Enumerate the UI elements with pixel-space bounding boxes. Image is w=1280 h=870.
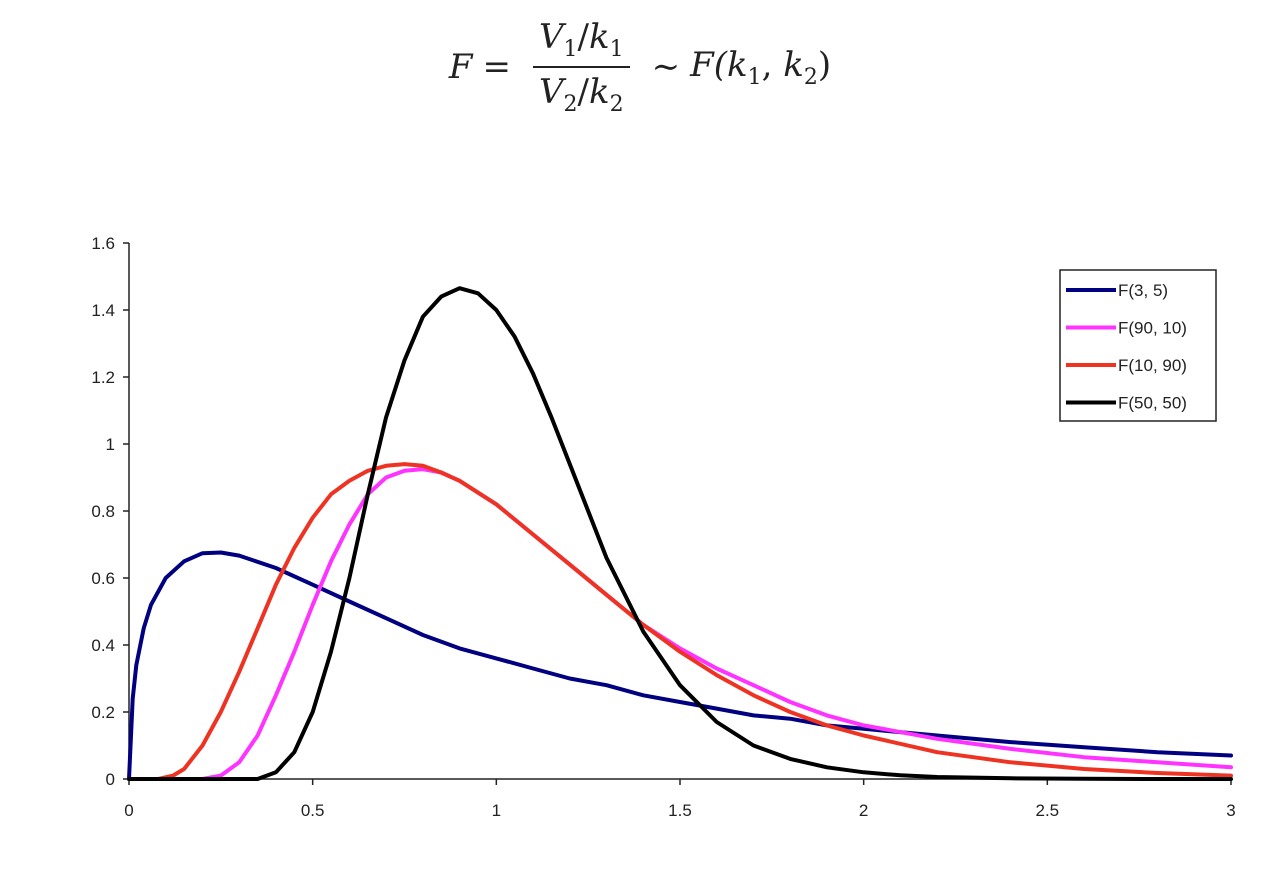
y-tick-label: 1.2 [91, 368, 115, 387]
formula: F = V1/k1 V2/k2 ∼ F(k1, k2) [0, 12, 1280, 122]
series-line-1 [127, 467, 1233, 781]
formula-rhs-k1sub: 1 [747, 64, 762, 90]
y-tick-label: 1.6 [91, 234, 115, 253]
y-tick-label: 0.6 [91, 569, 115, 588]
chart-series [127, 286, 1233, 781]
chart-legend: F(3, 5) F(90, 10) F(10, 90) F(50, 50) [1059, 269, 1217, 422]
y-tick-label: 0.2 [91, 703, 115, 722]
y-tick-label: 1 [106, 435, 115, 454]
formula-den-ksub: 2 [609, 91, 624, 117]
formula-rhs-close: ) [817, 44, 832, 85]
x-tick-label: 1 [492, 801, 501, 820]
formula-fraction: V1/k1 V2/k2 [532, 17, 630, 117]
formula-num-ksub: 1 [609, 37, 624, 62]
y-tick-label: 0 [106, 770, 115, 789]
formula-rhs-k2: k [783, 44, 804, 85]
formula-sim: ∼ [651, 47, 681, 87]
series-line-2 [127, 462, 1233, 781]
formula-den-vsub: 2 [563, 91, 578, 117]
x-tick-label: 2.5 [1036, 801, 1060, 820]
formula-num-vsub: 1 [563, 37, 578, 62]
x-tick-label: 0.5 [301, 801, 325, 820]
y-tick-label: 0.8 [91, 502, 115, 521]
legend-box [1059, 269, 1217, 422]
formula-den-k: k [589, 72, 610, 112]
series-line-3 [127, 286, 1233, 781]
formula-rhs-f: F( [690, 44, 727, 85]
formula-num-v: V [538, 17, 564, 58]
formula-denominator: V2/k2 [532, 66, 630, 117]
formula-rhs-comma: , [761, 44, 784, 85]
formula-numerator: V1/k1 [538, 17, 624, 62]
legend-label: F(10, 90) [1118, 356, 1187, 375]
formula-lhs: F [448, 47, 473, 87]
y-tick-label: 0.4 [91, 636, 115, 655]
formula-equals: = [482, 47, 511, 87]
legend-label: F(3, 5) [1118, 281, 1168, 300]
formula-num-k: k [589, 17, 610, 58]
legend-label: F(50, 50) [1118, 394, 1187, 413]
x-tick-label: 1.5 [668, 801, 692, 820]
formula-den-v: V [538, 72, 564, 112]
x-tick-label: 0 [124, 801, 133, 820]
y-tick-label: 1.4 [91, 301, 115, 320]
series-line-0 [127, 550, 1233, 781]
formula-rhs-k1: k [726, 44, 748, 85]
formula-rhs: F(k1, k2) [690, 45, 831, 90]
formula-rhs-k2sub: 2 [803, 64, 818, 90]
x-tick-label: 3 [1226, 801, 1235, 820]
x-tick-label: 2 [859, 801, 868, 820]
legend-label: F(90, 10) [1118, 319, 1187, 338]
